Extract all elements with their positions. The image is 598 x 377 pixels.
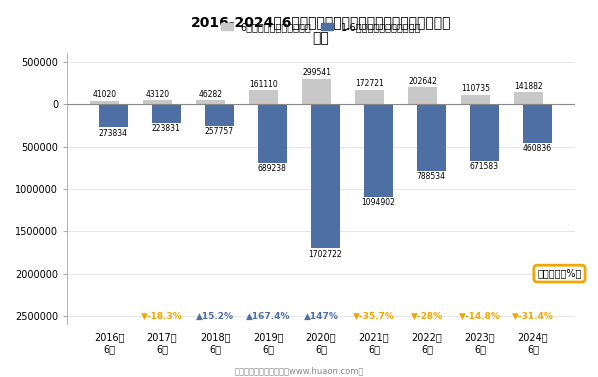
Text: 202642: 202642 bbox=[408, 77, 437, 86]
Title: 2016-2024年6月天津经济技术开发区保税物流中心进出口
总额: 2016-2024年6月天津经济技术开发区保税物流中心进出口 总额 bbox=[191, 15, 451, 45]
Text: ▲15.2%: ▲15.2% bbox=[196, 311, 234, 320]
Text: 制图：华经产业研究院（www.huaon.com）: 制图：华经产业研究院（www.huaon.com） bbox=[234, 366, 364, 375]
Text: ▼-35.7%: ▼-35.7% bbox=[353, 311, 395, 320]
Text: 46282: 46282 bbox=[199, 90, 223, 99]
Text: 273834: 273834 bbox=[99, 129, 128, 138]
Text: 257757: 257757 bbox=[205, 127, 234, 136]
Text: 788534: 788534 bbox=[417, 172, 446, 181]
Text: ▼-28%: ▼-28% bbox=[411, 311, 443, 320]
Bar bbox=[355, 89, 385, 104]
Text: 671583: 671583 bbox=[469, 162, 499, 171]
Text: ▼-18.3%: ▼-18.3% bbox=[141, 311, 183, 320]
Bar bbox=[469, 104, 499, 161]
Bar bbox=[99, 104, 128, 127]
Bar bbox=[90, 101, 120, 104]
Bar bbox=[417, 104, 446, 171]
Bar bbox=[196, 100, 225, 104]
Text: 1094902: 1094902 bbox=[361, 198, 395, 207]
Text: ▼-14.8%: ▼-14.8% bbox=[459, 311, 501, 320]
Bar bbox=[461, 95, 490, 104]
Text: 1702722: 1702722 bbox=[309, 250, 342, 259]
Bar bbox=[408, 87, 437, 104]
Bar bbox=[152, 104, 181, 123]
Text: 41020: 41020 bbox=[93, 90, 117, 100]
Text: 141882: 141882 bbox=[514, 82, 543, 91]
Legend: 6月进出口总额（千美元）, 1-6月进出口总额（千美元）: 6月进出口总额（千美元）, 1-6月进出口总额（千美元） bbox=[217, 18, 425, 36]
Text: 172721: 172721 bbox=[355, 79, 384, 88]
Text: ▲167.4%: ▲167.4% bbox=[246, 311, 290, 320]
Text: 223831: 223831 bbox=[152, 124, 181, 133]
Bar bbox=[523, 104, 552, 143]
Text: ▼-31.4%: ▼-31.4% bbox=[512, 311, 554, 320]
Bar bbox=[364, 104, 393, 197]
Text: 110735: 110735 bbox=[461, 84, 490, 93]
Bar bbox=[249, 90, 278, 104]
Text: 161110: 161110 bbox=[249, 80, 278, 89]
Text: 460836: 460836 bbox=[523, 144, 552, 153]
Bar bbox=[302, 79, 331, 104]
Bar bbox=[514, 92, 544, 104]
Text: 299541: 299541 bbox=[302, 69, 331, 78]
Text: 43120: 43120 bbox=[146, 90, 170, 99]
Text: 同比增速（%）: 同比增速（%） bbox=[537, 268, 582, 279]
Bar bbox=[258, 104, 287, 162]
Bar bbox=[311, 104, 340, 248]
Bar bbox=[205, 104, 234, 126]
Text: 689238: 689238 bbox=[258, 164, 286, 173]
Bar bbox=[144, 101, 172, 104]
Text: ▲147%: ▲147% bbox=[304, 311, 338, 320]
